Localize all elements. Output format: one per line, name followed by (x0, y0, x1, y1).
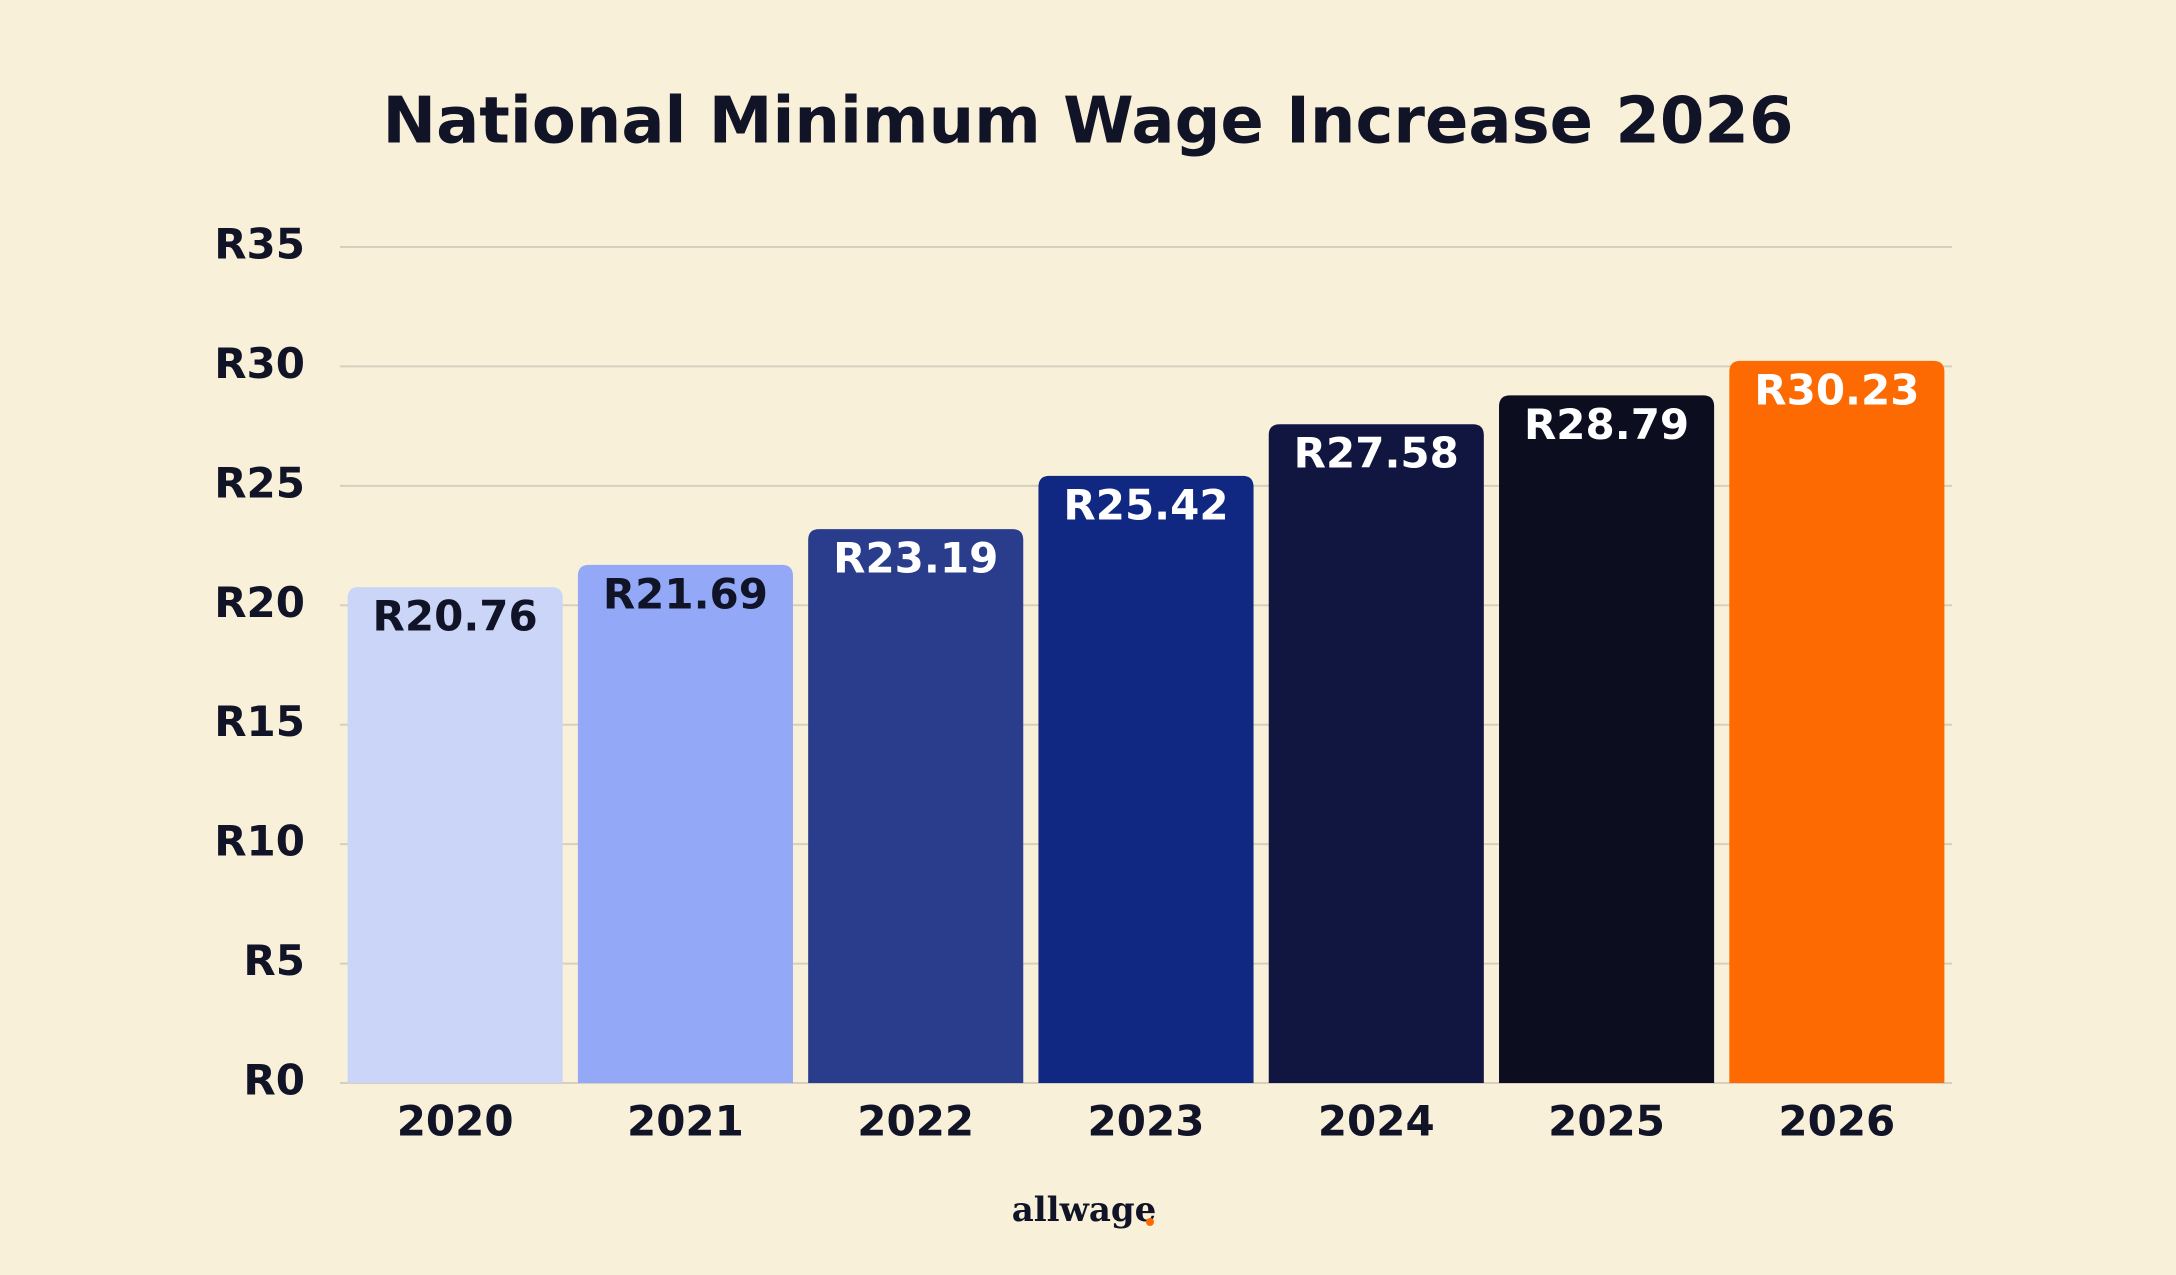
y-tick-label: R30 (214, 339, 305, 388)
x-tick-label: 2023 (1088, 1097, 1205, 1146)
bar (1499, 395, 1715, 1083)
value-label: R25.42 (1063, 480, 1228, 529)
brand-dot (1146, 1218, 1154, 1226)
x-tick-label: 2025 (1548, 1097, 1665, 1146)
x-tick-label: 2020 (397, 1097, 514, 1146)
x-tick-label: 2026 (1778, 1097, 1895, 1146)
chart-title: National Minimum Wage Increase 2026 (383, 85, 1794, 159)
y-tick-label: R20 (214, 578, 305, 627)
x-tick-label: 2024 (1318, 1097, 1435, 1146)
x-tick-label: 2022 (857, 1097, 974, 1146)
value-label: R20.76 (373, 592, 538, 641)
bar (1729, 360, 1945, 1084)
brand: allwage (1012, 1190, 1157, 1230)
value-label: R30.23 (1754, 365, 1919, 414)
bar (1038, 475, 1254, 1083)
y-tick-label: R0 (243, 1056, 305, 1105)
y-tick-label: R35 (214, 220, 305, 269)
value-label: R27.58 (1294, 429, 1459, 478)
value-label: R21.69 (603, 569, 768, 618)
y-tick-label: R10 (214, 817, 305, 866)
bar (347, 587, 563, 1083)
bar (808, 529, 1024, 1083)
value-label: R23.19 (833, 534, 998, 583)
y-tick-label: R5 (243, 936, 305, 985)
bar (1268, 424, 1484, 1083)
x-tick-label: 2021 (627, 1097, 744, 1146)
y-tick-label: R15 (214, 697, 305, 746)
value-label: R28.79 (1524, 400, 1689, 449)
bar (577, 564, 793, 1083)
y-tick-label: R25 (214, 458, 305, 507)
